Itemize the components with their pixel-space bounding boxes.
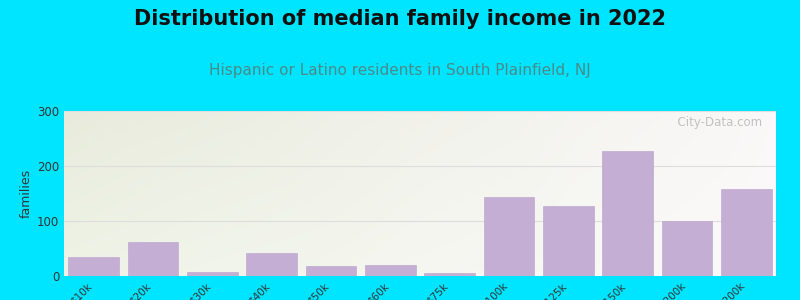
Bar bbox=[306, 266, 356, 276]
Bar bbox=[543, 206, 594, 276]
Bar bbox=[425, 273, 475, 276]
Bar bbox=[365, 265, 415, 276]
Bar bbox=[484, 197, 534, 276]
Bar bbox=[128, 242, 178, 276]
Y-axis label: families: families bbox=[20, 169, 33, 218]
Bar bbox=[246, 253, 297, 276]
Text: Hispanic or Latino residents in South Plainfield, NJ: Hispanic or Latino residents in South Pl… bbox=[209, 63, 591, 78]
Text: Distribution of median family income in 2022: Distribution of median family income in … bbox=[134, 9, 666, 29]
Bar bbox=[662, 221, 712, 276]
Bar bbox=[69, 257, 119, 276]
Bar bbox=[602, 151, 653, 276]
Bar bbox=[187, 272, 238, 276]
Text: City-Data.com: City-Data.com bbox=[670, 116, 762, 129]
Bar bbox=[721, 189, 771, 276]
